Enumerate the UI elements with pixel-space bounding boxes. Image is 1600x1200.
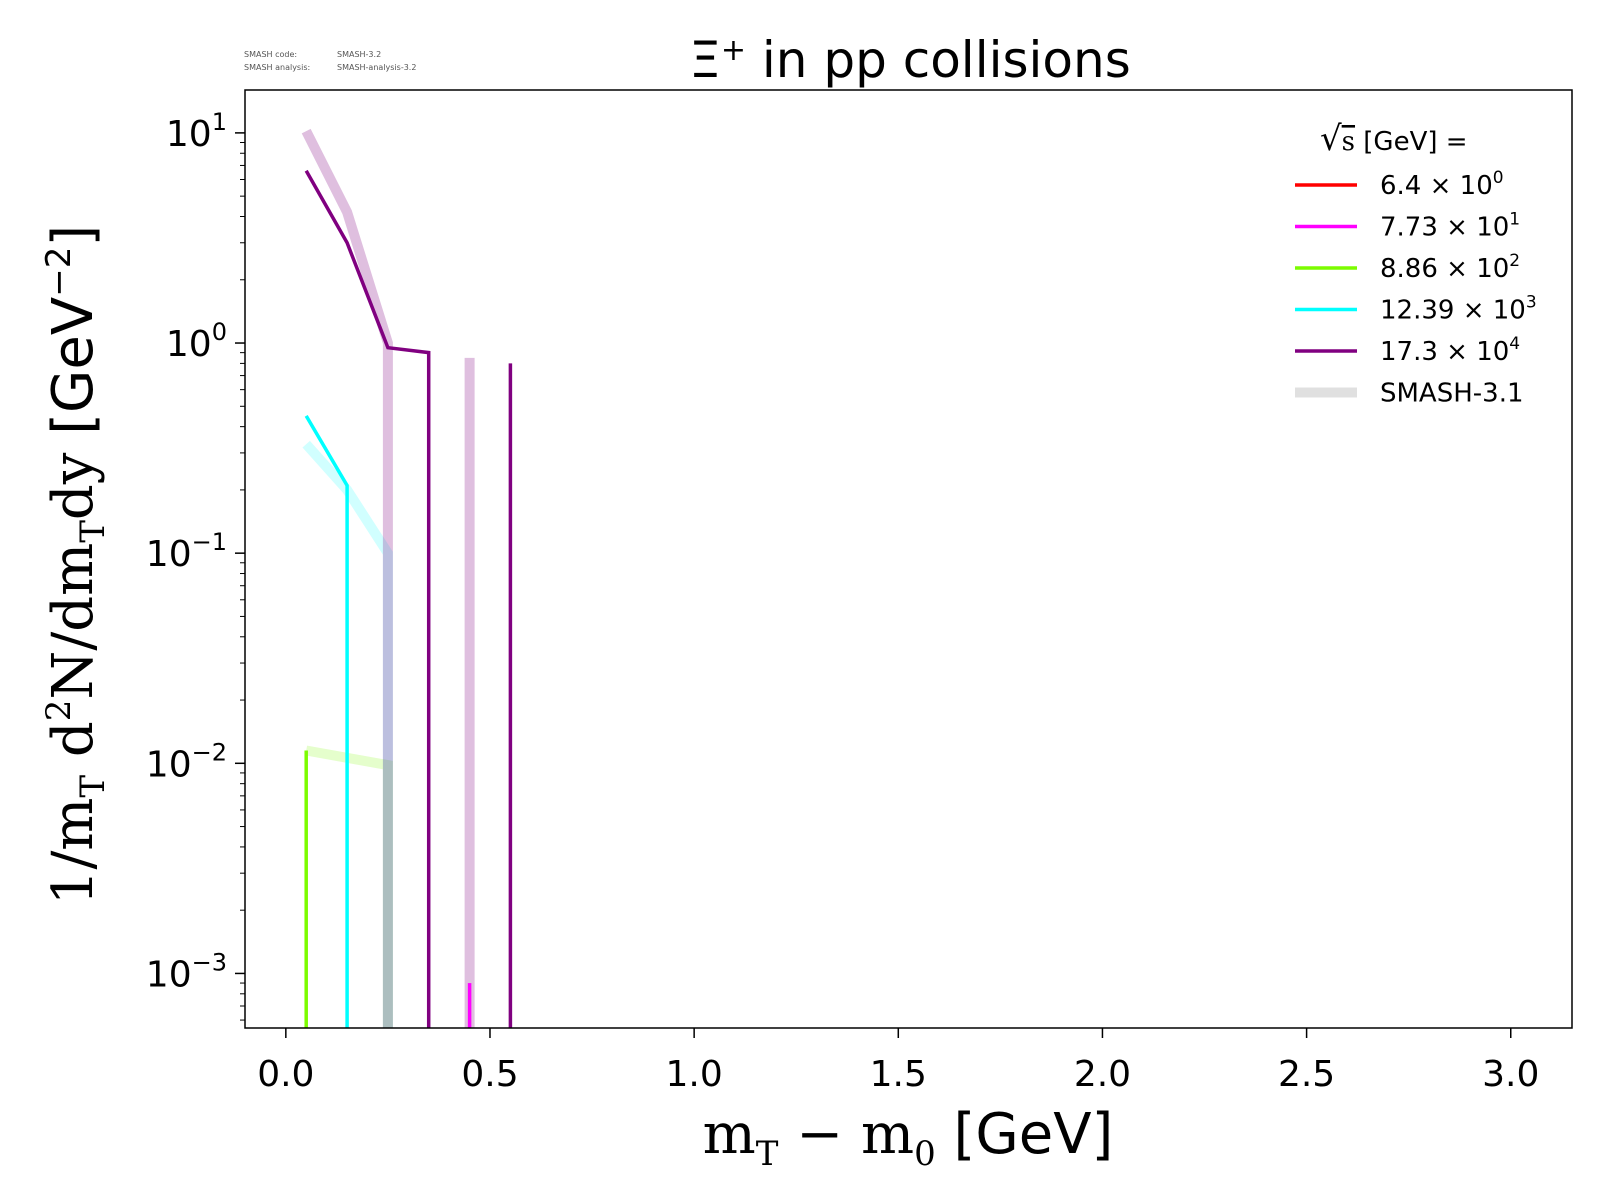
legend-label: SMASH-3.1 <box>1380 379 1524 409</box>
smash-analysis-label: SMASH analysis: <box>244 63 310 72</box>
legend-title: √s [GeV] = <box>1320 119 1468 159</box>
reference-line-2 <box>301 128 475 1028</box>
smash-code-value: SMASH-3.2 <box>337 50 381 59</box>
y-tick-label: 10−2 <box>146 738 227 785</box>
x-tick-label: 2.5 <box>1278 1054 1335 1095</box>
y-tick-label: 10−3 <box>146 948 227 995</box>
reference-line-0 <box>305 745 393 1028</box>
y-tick-label: 101 <box>166 108 227 155</box>
x-tick-label: 0.0 <box>257 1054 314 1095</box>
y-tick-label: 10−1 <box>146 528 227 575</box>
x-axis-label: mT − m0 [GeV] <box>703 1102 1114 1174</box>
legend-label: 6.4 × 100 <box>1380 168 1504 201</box>
y-axis-label: 1/mT d2N/dmTdy [GeV−2] <box>39 225 113 905</box>
series-line-7 <box>304 169 513 1028</box>
legend-label: 7.73 × 101 <box>1380 210 1520 243</box>
reference-line-1 <box>302 440 393 1028</box>
series-layer <box>301 128 513 1028</box>
legend-entries: 6.4 × 100 7.73 × 101 8.86 × 102 12.39 × 103… <box>1295 168 1537 409</box>
x-tick-label: 2.0 <box>1074 1054 1131 1095</box>
plot-area <box>245 90 1572 1028</box>
chart-title: Ξ+ in pp collisions <box>689 31 1131 89</box>
y-tick-label: 100 <box>166 318 227 365</box>
y-axis: 101 100 10−1 10−2 10−3 <box>146 108 245 1021</box>
series-line-6 <box>304 415 349 1028</box>
smash-analysis-value: SMASH-analysis-3.2 <box>337 63 416 72</box>
legend-label: 12.39 × 103 <box>1380 293 1537 326</box>
x-axis: 0.0 0.5 1.0 1.5 2.0 2.5 3.0 <box>257 1028 1539 1095</box>
smash-code-label: SMASH code: <box>244 50 297 59</box>
legend: √s [GeV] = 6.4 × 100 7.73 × 101 8.86 × 102… <box>1295 119 1537 409</box>
legend-label: 8.86 × 102 <box>1380 251 1520 284</box>
x-tick-label: 1.5 <box>870 1054 927 1095</box>
plot-frame <box>244 89 1573 1029</box>
x-tick-label: 3.0 <box>1482 1054 1539 1095</box>
legend-label: 17.3 × 104 <box>1380 334 1520 367</box>
x-tick-label: 0.5 <box>461 1054 518 1095</box>
x-tick-label: 1.0 <box>666 1054 723 1095</box>
